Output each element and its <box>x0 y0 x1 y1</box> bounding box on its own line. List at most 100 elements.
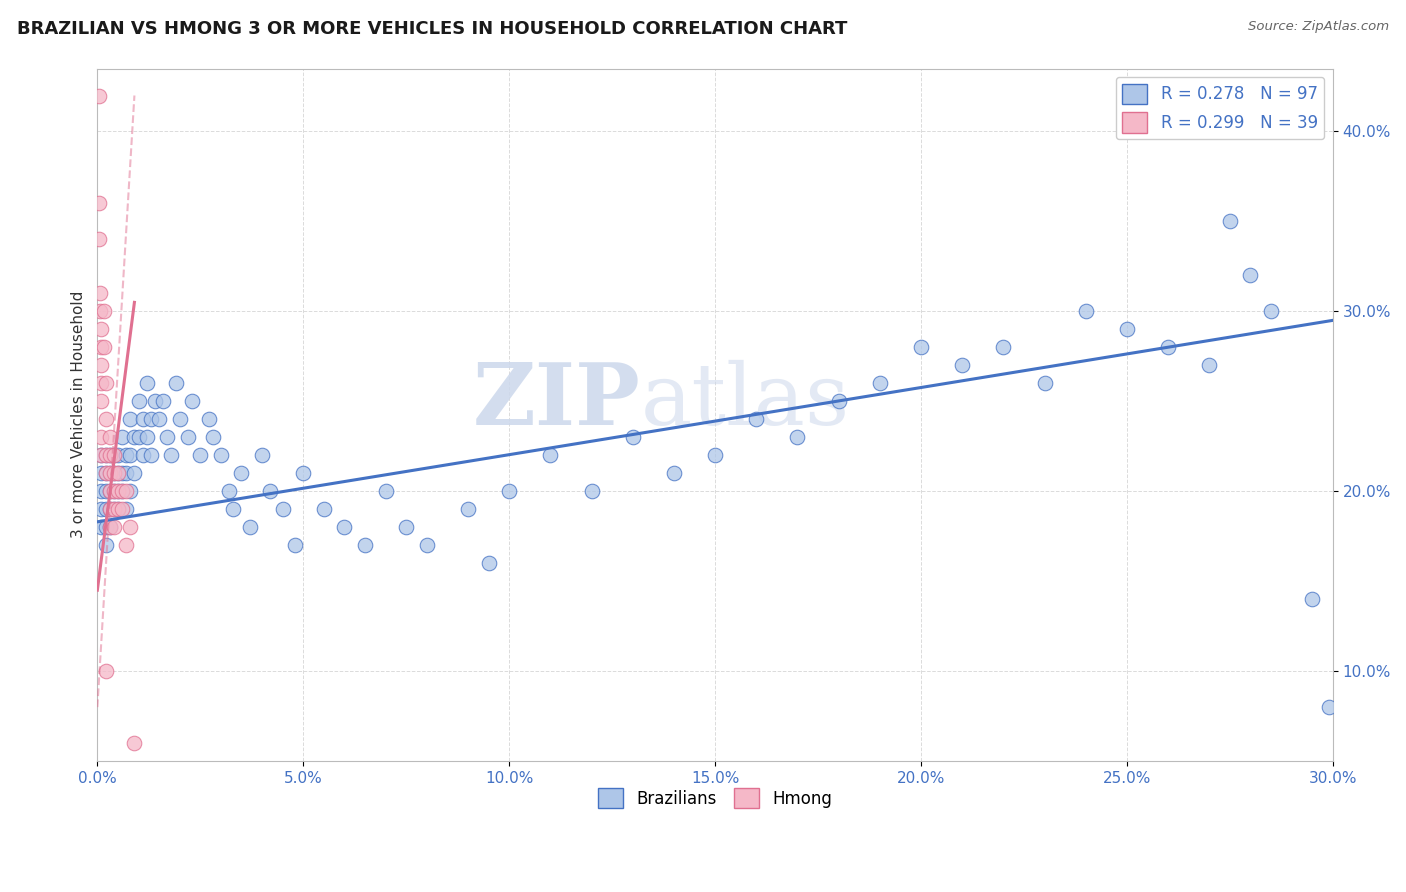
Point <box>115 448 138 462</box>
Point <box>94 484 117 499</box>
Point <box>107 484 129 499</box>
Point <box>457 502 479 516</box>
Point <box>662 467 685 481</box>
Point <box>107 467 129 481</box>
Point <box>98 484 121 499</box>
Point <box>103 502 125 516</box>
Point <box>148 412 170 426</box>
Point <box>90 376 112 391</box>
Point <box>1033 376 1056 391</box>
Point <box>90 394 112 409</box>
Point <box>621 430 644 444</box>
Point <box>87 196 110 211</box>
Point <box>139 448 162 462</box>
Point <box>181 394 204 409</box>
Point <box>354 538 377 552</box>
Point <box>1301 592 1323 607</box>
Point <box>120 520 142 534</box>
Point <box>704 448 727 462</box>
Point <box>111 484 134 499</box>
Point <box>231 467 253 481</box>
Point <box>209 448 232 462</box>
Point <box>93 340 115 354</box>
Point <box>1260 304 1282 318</box>
Point <box>103 520 125 534</box>
Point <box>124 467 146 481</box>
Point <box>120 412 142 426</box>
Point <box>120 484 142 499</box>
Point <box>152 394 174 409</box>
Point <box>90 359 112 373</box>
Point <box>498 484 520 499</box>
Point <box>107 484 129 499</box>
Point <box>98 430 121 444</box>
Y-axis label: 3 or more Vehicles in Household: 3 or more Vehicles in Household <box>72 291 86 539</box>
Point <box>94 448 117 462</box>
Point <box>201 430 224 444</box>
Point <box>107 448 129 462</box>
Point <box>827 394 849 409</box>
Point <box>188 448 211 462</box>
Point <box>89 304 111 318</box>
Text: BRAZILIAN VS HMONG 3 OR MORE VEHICLES IN HOUSEHOLD CORRELATION CHART: BRAZILIAN VS HMONG 3 OR MORE VEHICLES IN… <box>17 20 848 37</box>
Point <box>94 664 117 678</box>
Point <box>103 448 125 462</box>
Point <box>131 412 153 426</box>
Point <box>94 502 117 516</box>
Point <box>98 520 121 534</box>
Point <box>869 376 891 391</box>
Point <box>111 430 134 444</box>
Point <box>1239 268 1261 283</box>
Point <box>103 467 125 481</box>
Point <box>98 448 121 462</box>
Point <box>786 430 808 444</box>
Point <box>98 520 121 534</box>
Point <box>89 286 111 301</box>
Point <box>107 467 129 481</box>
Point <box>94 412 117 426</box>
Point <box>910 340 932 354</box>
Point <box>222 502 245 516</box>
Point <box>218 484 240 499</box>
Point <box>90 340 112 354</box>
Point <box>284 538 307 552</box>
Point <box>90 467 112 481</box>
Point <box>1074 304 1097 318</box>
Point <box>259 484 281 499</box>
Point <box>1198 359 1220 373</box>
Point <box>94 376 117 391</box>
Point <box>115 502 138 516</box>
Point <box>111 467 134 481</box>
Point <box>135 376 157 391</box>
Point <box>312 502 335 516</box>
Point <box>124 430 146 444</box>
Point <box>177 430 200 444</box>
Point <box>169 412 191 426</box>
Point <box>93 304 115 318</box>
Point <box>115 484 138 499</box>
Point <box>90 430 112 444</box>
Point <box>90 322 112 336</box>
Point <box>160 448 183 462</box>
Point <box>90 448 112 462</box>
Point <box>197 412 219 426</box>
Point <box>135 430 157 444</box>
Point <box>581 484 603 499</box>
Point <box>107 502 129 516</box>
Point <box>90 502 112 516</box>
Point <box>115 467 138 481</box>
Point <box>120 448 142 462</box>
Point <box>98 467 121 481</box>
Point <box>538 448 561 462</box>
Point <box>90 520 112 534</box>
Point <box>103 484 125 499</box>
Point <box>98 484 121 499</box>
Point <box>98 502 121 516</box>
Point <box>98 467 121 481</box>
Text: ZIP: ZIP <box>474 359 641 443</box>
Point <box>395 520 418 534</box>
Point <box>89 232 111 246</box>
Point <box>993 340 1015 354</box>
Point <box>477 556 499 570</box>
Point <box>128 394 150 409</box>
